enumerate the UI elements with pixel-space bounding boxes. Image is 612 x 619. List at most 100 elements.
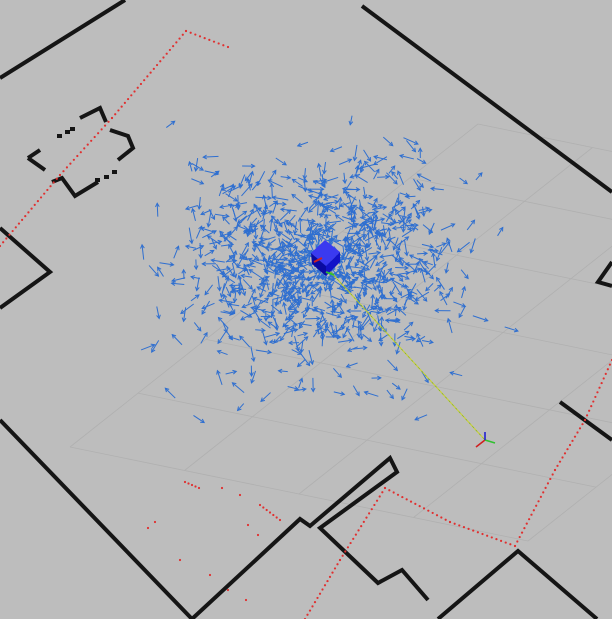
pose-arrow-icon [193,415,206,424]
pose-arrow-icon [216,369,223,386]
pose-arrow-icon [266,239,276,246]
pose-arrow-icon [416,158,427,164]
pose-arrow-icon [240,273,253,279]
laser-point [5,237,8,240]
pose-arrow-icon [190,207,196,221]
pose-arrow-icon [260,297,270,305]
pose-arrow-icon [276,262,287,268]
pose-arrow-icon [250,255,258,266]
laser-point [46,188,49,192]
pose-arrow-icon [309,230,315,246]
pose-arrow-icon [240,310,253,318]
robot-cube-icon [311,240,340,276]
pose-arrow-icon [328,274,341,284]
laser-point [573,435,577,438]
pose-arrow-icon [341,245,347,257]
pose-arrow-icon [291,178,303,187]
particle-cloud [140,115,519,424]
pose-arrow-icon [360,212,371,219]
laser-point [133,90,136,93]
laser-point [256,533,260,537]
laser-point [509,543,512,546]
laser-point [208,38,211,41]
pose-arrow-icon [354,226,368,235]
pose-arrow-icon [294,387,307,392]
pose-arrow-icon [171,333,183,346]
laser-point [181,33,184,36]
pose-arrow-icon [251,253,260,262]
pose-arrow-icon [395,265,409,271]
pose-arrow-icon [291,349,303,355]
pose-arrow-icon [264,331,281,338]
pose-arrow-icon [297,268,305,278]
pose-arrow-icon [358,164,374,170]
laser-point [344,550,347,553]
pose-arrow-icon [299,254,312,261]
pose-arrow-icon [382,136,394,147]
laser-point [187,482,190,485]
pose-arrow-icon [251,180,260,191]
pose-arrow-icon [197,197,202,210]
path-segment-overlay [326,267,486,441]
laser-point [126,97,130,101]
pose-arrow-icon [359,217,371,231]
laser-point [608,363,612,366]
pose-arrow-icon [206,235,221,245]
laser-point [146,75,149,78]
laser-point [588,409,591,412]
pose-arrow-icon [204,284,213,296]
pose-arrow-icon [372,205,388,211]
pose-arrow-icon [188,227,194,245]
pose-arrow-icon [416,289,428,302]
pose-arrow-icon [219,230,231,243]
laser-point [139,82,143,86]
pose-arrow-icon [291,193,304,204]
laser-point [472,529,475,532]
pose-arrow-icon [397,170,405,185]
pose-arrow-icon [342,216,357,223]
pose-arrow-icon [246,178,251,191]
pose-arrow-icon [253,203,262,218]
pose-arrow-icon [429,186,444,192]
pose-arrow-icon [371,197,378,208]
laser-point [146,526,150,530]
pose-arrow-icon [421,206,426,217]
pose-arrow-icon [386,306,398,312]
pose-arrow-icon [416,179,424,188]
pose-arrow-icon [342,172,348,185]
pose-arrow-icon [361,284,367,296]
laser-point [27,211,30,214]
laser-point [375,499,379,502]
pose-arrow-icon [260,275,270,285]
laser-point [14,226,17,229]
laser-point [354,533,357,536]
pose-arrow-icon [337,196,343,210]
pose-arrow-icon [397,307,407,316]
pose-arrow-icon [412,261,420,275]
laser-point [583,418,587,422]
pose-arrow-icon [297,177,309,183]
laser-point [563,452,567,455]
pose-arrow-icon [431,252,436,268]
pose-arrow-icon [378,334,388,342]
pose-arrow-icon [346,206,355,215]
laser-point [58,173,62,177]
pose-arrow-icon [297,216,303,233]
pose-arrow-icon [276,277,288,291]
pose-arrow-icon [225,193,239,202]
pose-arrow-icon [276,275,285,287]
pose-arrow-icon [259,236,276,243]
pose-arrow-icon [357,288,363,298]
pose-arrow-icon [214,213,230,219]
pose-arrow-icon [347,208,358,216]
pose-arrow-icon [261,210,273,216]
laser-point [571,439,574,442]
laser-point [117,109,120,112]
pose-arrow-icon [286,290,299,303]
laser-point [422,507,426,510]
laser-point [220,486,224,490]
pose-arrow-icon [381,221,395,227]
laser-point [306,613,309,616]
